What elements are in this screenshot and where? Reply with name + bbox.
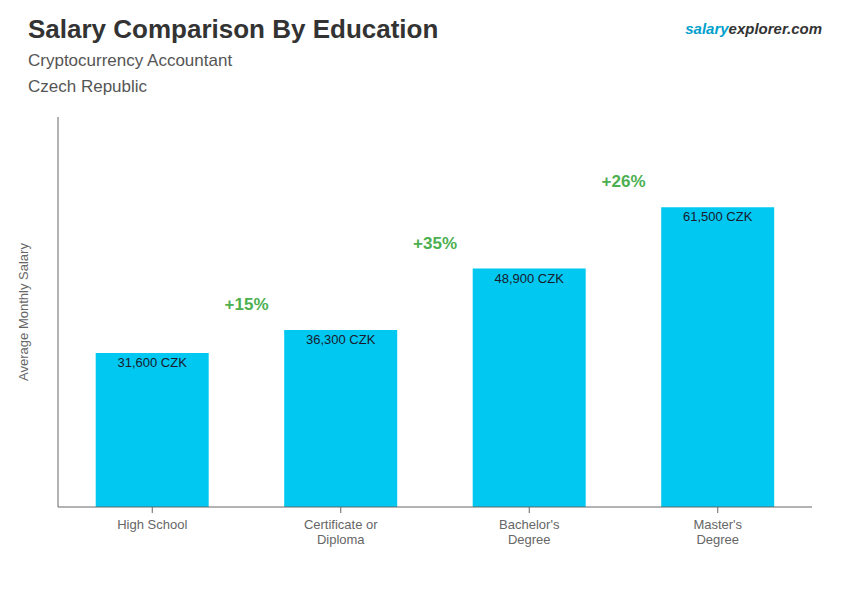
html-text:Czech Republic: Czech Republic	[28, 77, 148, 96]
svg-text:+15%: +15%	[225, 295, 269, 314]
html-text:salary explorer.com: salary explorer.com	[685, 20, 822, 37]
html-text:Salary Comparison By Education: Salary Comparison By Education	[28, 14, 439, 44]
svg-text:Master'sDegree: Master'sDegree	[693, 517, 742, 547]
html-text:Cryptocurrency Accountant: Cryptocurrency Accountant	[28, 51, 233, 70]
svg-text:Certificate orDiploma: Certificate orDiploma	[304, 517, 378, 547]
svg-text:+35%: +35%	[413, 234, 457, 253]
svg-text:48,900 CZK: 48,900 CZK	[495, 271, 565, 286]
svg-text:+26%: +26%	[602, 172, 646, 191]
svg-text:Average Monthly Salary: Average Monthly Salary	[16, 243, 31, 381]
svg-text:61,500 CZK: 61,500 CZK	[683, 209, 753, 224]
svg-text:31,600 CZK: 31,600 CZK	[118, 355, 188, 370]
svg-text:Bachelor'sDegree: Bachelor'sDegree	[499, 517, 560, 547]
svg-text:High School: High School	[117, 517, 187, 532]
svg-text:36,300 CZK: 36,300 CZK	[306, 332, 376, 347]
